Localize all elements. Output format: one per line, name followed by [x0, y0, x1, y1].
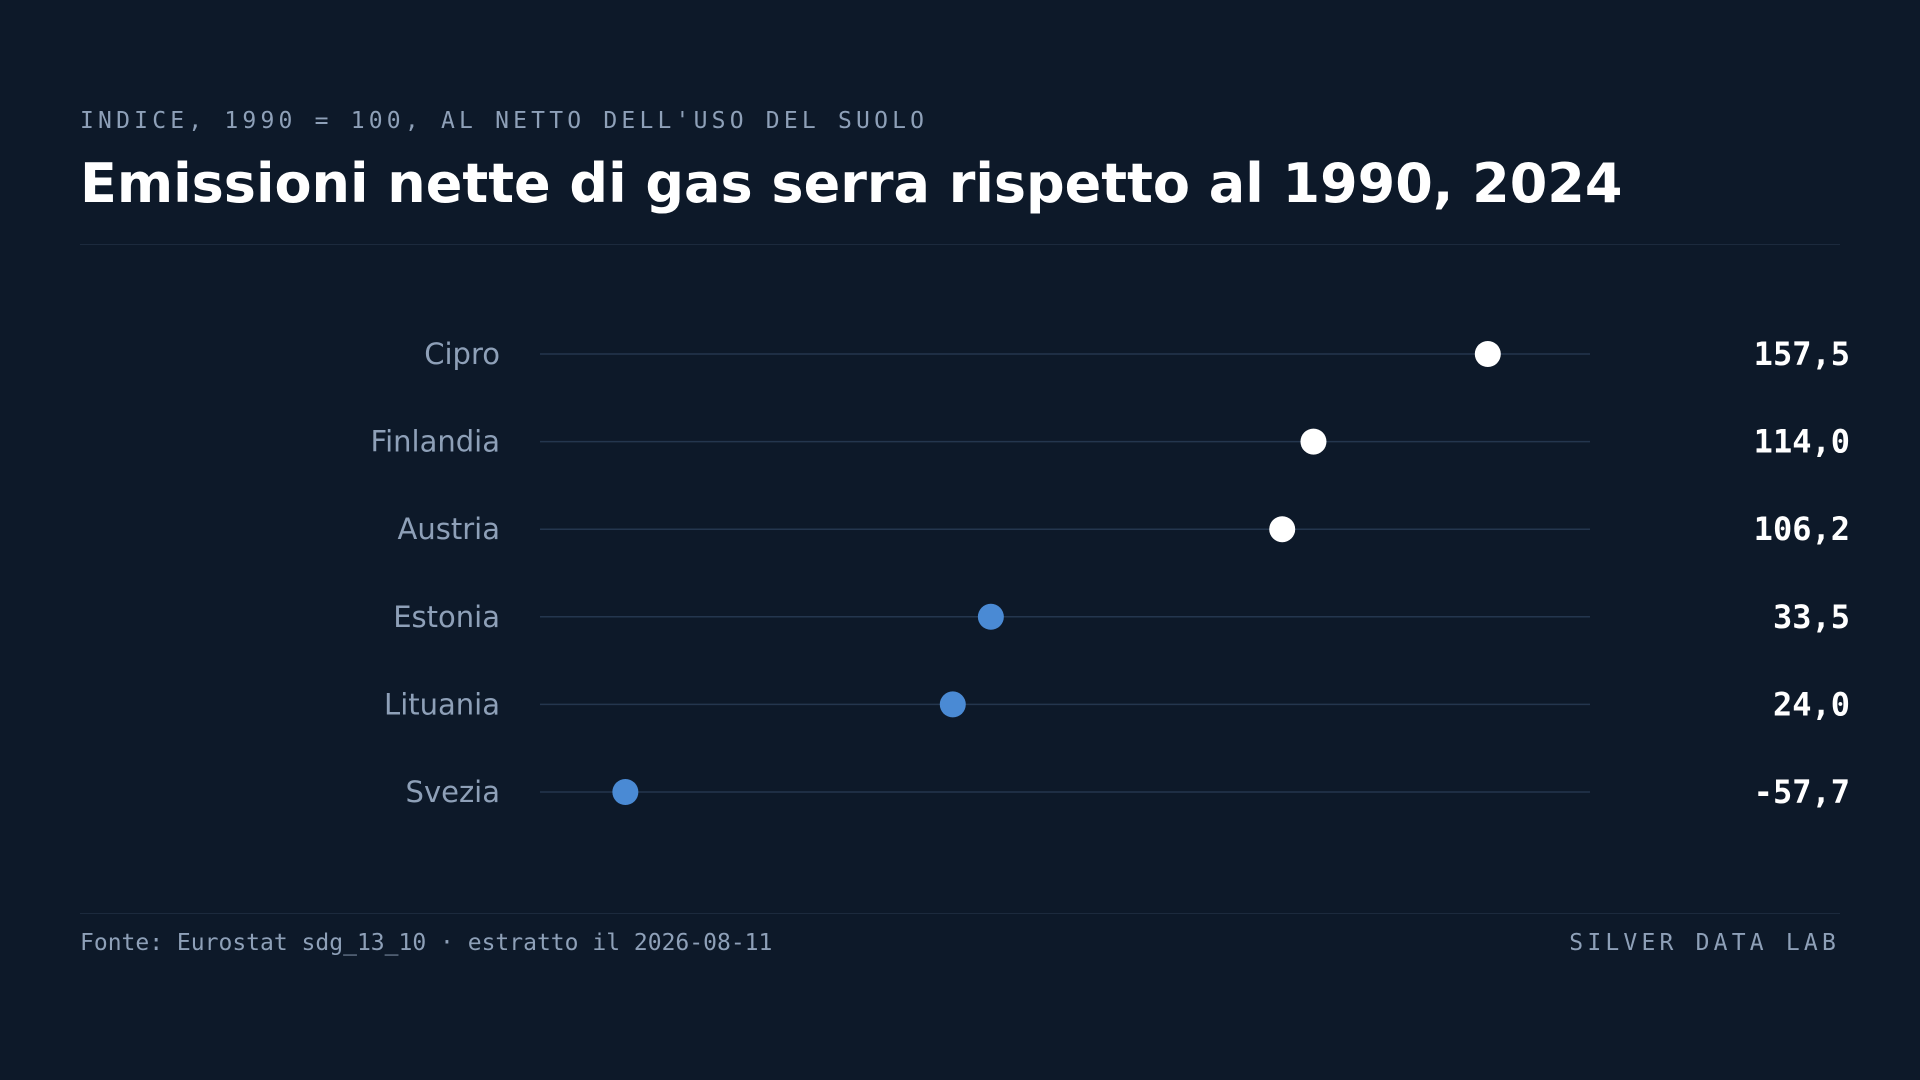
data-point [612, 779, 639, 805]
value-label: 157,5 [1754, 335, 1850, 373]
category-label: Cipro [424, 337, 500, 371]
chart-row: Cipro 157,5 [424, 335, 1850, 373]
value-label: 114,0 [1754, 423, 1850, 461]
data-point [1300, 428, 1327, 455]
category-label: Lituania [384, 687, 500, 721]
category-label: Estonia [393, 600, 500, 634]
chart-row: Finlandia 114,0 [371, 423, 1850, 461]
chart-title: Emissioni nette di gas serra rispetto al… [80, 152, 1623, 215]
footer-divider [80, 913, 1840, 914]
value-label: 106,2 [1754, 510, 1850, 548]
data-point [1474, 341, 1501, 367]
dot-plot-chart: Cipro 157,5 Finlandia 114,0 Austria 106,2 Esto… [371, 335, 1850, 811]
category-label: Austria [398, 512, 500, 546]
value-label: -57,7 [1754, 773, 1850, 811]
source-note: Fonte: Eurostat sdg_13_10 · estratto il … [80, 930, 773, 956]
header-divider [80, 244, 1840, 245]
category-label: Svezia [406, 775, 500, 809]
data-point [939, 691, 966, 718]
brand-label: SILVER DATA LAB [1569, 930, 1840, 956]
chart-subtitle: INDICE, 1990 = 100, AL NETTO DELL'USO DE… [80, 108, 929, 134]
chart-row: Lituania 24,0 [384, 685, 1850, 723]
value-label: 33,5 [1773, 598, 1850, 636]
data-point [1269, 516, 1296, 543]
chart-row: Austria 106,2 [398, 510, 1850, 548]
data-point [977, 603, 1004, 630]
category-label: Finlandia [371, 425, 500, 459]
chart-row: Svezia -57,7 [406, 773, 1850, 811]
value-label: 24,0 [1773, 685, 1850, 723]
chart-row: Estonia 33,5 [393, 598, 1850, 636]
